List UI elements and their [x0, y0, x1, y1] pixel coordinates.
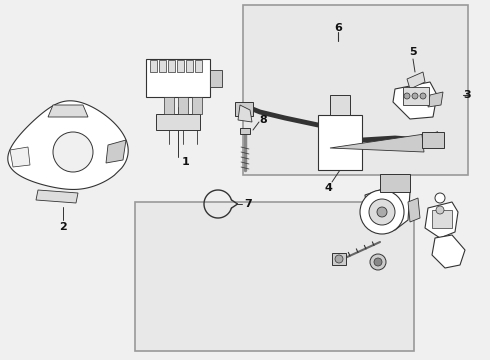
Bar — [156, 114, 200, 130]
Circle shape — [420, 93, 426, 99]
Polygon shape — [407, 72, 425, 89]
Polygon shape — [48, 105, 88, 117]
Bar — [432, 210, 452, 228]
Bar — [146, 59, 210, 97]
Polygon shape — [238, 105, 252, 122]
Bar — [332, 253, 346, 265]
Bar — [195, 60, 202, 72]
Bar — [164, 97, 174, 114]
Bar — [192, 97, 202, 114]
Text: 7: 7 — [244, 199, 252, 209]
Bar — [380, 174, 410, 192]
Bar — [178, 97, 188, 114]
Circle shape — [360, 190, 404, 234]
Text: 3: 3 — [463, 90, 471, 100]
Polygon shape — [393, 82, 437, 119]
Polygon shape — [408, 198, 420, 222]
Text: 6: 6 — [334, 23, 342, 33]
Bar — [235, 102, 253, 116]
Polygon shape — [10, 147, 30, 167]
Polygon shape — [428, 92, 443, 107]
Polygon shape — [8, 101, 128, 189]
Circle shape — [377, 207, 387, 217]
Circle shape — [435, 193, 445, 203]
Circle shape — [374, 258, 382, 266]
Circle shape — [404, 93, 410, 99]
Bar — [243, 5, 468, 175]
Bar — [186, 60, 193, 72]
Text: 1: 1 — [182, 157, 190, 167]
Bar — [168, 60, 175, 72]
Polygon shape — [432, 235, 465, 268]
Circle shape — [370, 254, 386, 270]
Polygon shape — [106, 140, 126, 163]
Text: 5: 5 — [409, 47, 417, 57]
Text: 8: 8 — [259, 115, 267, 125]
Text: 4: 4 — [324, 183, 332, 193]
Polygon shape — [425, 202, 458, 238]
Bar — [422, 132, 444, 148]
Polygon shape — [365, 185, 410, 230]
Bar — [177, 60, 184, 72]
Bar — [318, 115, 362, 170]
Polygon shape — [210, 70, 222, 87]
Bar — [240, 128, 250, 134]
Circle shape — [335, 255, 343, 263]
Circle shape — [412, 93, 418, 99]
Circle shape — [369, 199, 395, 225]
Bar — [150, 60, 157, 72]
Bar — [159, 60, 166, 72]
Polygon shape — [330, 132, 438, 152]
Bar — [135, 202, 414, 351]
Circle shape — [53, 132, 93, 172]
Polygon shape — [36, 190, 78, 203]
Bar — [330, 95, 350, 115]
Text: 2: 2 — [59, 222, 67, 232]
Bar — [403, 87, 429, 105]
Circle shape — [436, 206, 444, 214]
